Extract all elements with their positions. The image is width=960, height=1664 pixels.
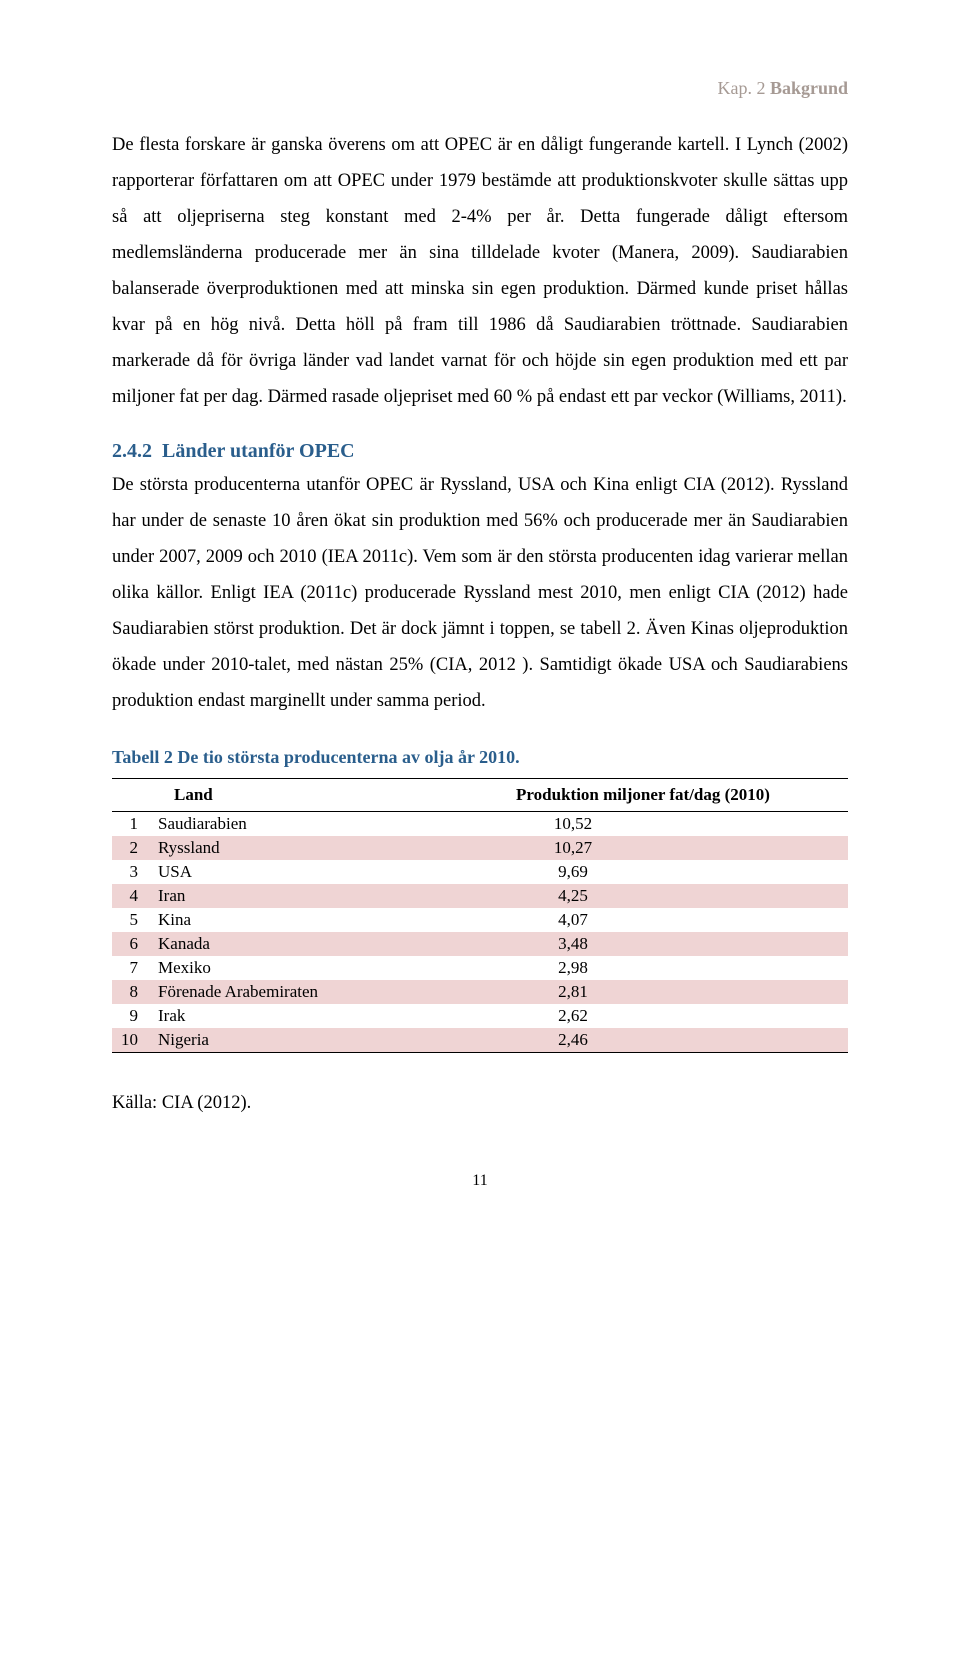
cell-value: 2,46 bbox=[448, 1028, 848, 1053]
col-land: Land bbox=[148, 778, 448, 811]
cell-rank: 1 bbox=[112, 811, 148, 836]
table-row: 7 Mexiko 2,98 bbox=[112, 956, 848, 980]
body-paragraph-2: De största producenterna utanför OPEC är… bbox=[112, 467, 848, 719]
chapter-title: Bakgrund bbox=[770, 78, 848, 98]
chapter-header: Kap. 2 Bakgrund bbox=[112, 78, 848, 99]
table-row: 3 USA 9,69 bbox=[112, 860, 848, 884]
cell-country: Kanada bbox=[148, 932, 448, 956]
cell-country: Irak bbox=[148, 1004, 448, 1028]
table-row: 10 Nigeria 2,46 bbox=[112, 1028, 848, 1053]
col-production: Produktion miljoner fat/dag (2010) bbox=[448, 778, 848, 811]
cell-value: 10,27 bbox=[448, 836, 848, 860]
section-number: 2.4.2 bbox=[112, 440, 152, 462]
cell-value: 9,69 bbox=[448, 860, 848, 884]
cell-country: Iran bbox=[148, 884, 448, 908]
table-row: 5 Kina 4,07 bbox=[112, 908, 848, 932]
table-body: 1 Saudiarabien 10,52 2 Ryssland 10,27 3 … bbox=[112, 811, 848, 1052]
cell-value: 2,62 bbox=[448, 1004, 848, 1028]
chapter-prefix: Kap. 2 bbox=[717, 78, 770, 98]
cell-country: Ryssland bbox=[148, 836, 448, 860]
cell-country: Förenade Arabemiraten bbox=[148, 980, 448, 1004]
cell-rank: 7 bbox=[112, 956, 148, 980]
col-blank bbox=[112, 778, 148, 811]
cell-rank: 10 bbox=[112, 1028, 148, 1053]
cell-country: Mexiko bbox=[148, 956, 448, 980]
table-row: 6 Kanada 3,48 bbox=[112, 932, 848, 956]
cell-rank: 9 bbox=[112, 1004, 148, 1028]
table-caption: Tabell 2 De tio största producenterna av… bbox=[112, 747, 848, 768]
cell-country: Kina bbox=[148, 908, 448, 932]
cell-country: USA bbox=[148, 860, 448, 884]
producers-table: Land Produktion miljoner fat/dag (2010) … bbox=[112, 778, 848, 1053]
table-row: 2 Ryssland 10,27 bbox=[112, 836, 848, 860]
table-row: 4 Iran 4,25 bbox=[112, 884, 848, 908]
cell-rank: 6 bbox=[112, 932, 148, 956]
page-number: 11 bbox=[112, 1172, 848, 1190]
table-row: 9 Irak 2,62 bbox=[112, 1004, 848, 1028]
cell-rank: 4 bbox=[112, 884, 148, 908]
cell-rank: 5 bbox=[112, 908, 148, 932]
cell-rank: 3 bbox=[112, 860, 148, 884]
section-heading: 2.4.2 Länder utanför OPEC bbox=[112, 440, 848, 463]
table-row: 1 Saudiarabien 10,52 bbox=[112, 811, 848, 836]
cell-value: 2,81 bbox=[448, 980, 848, 1004]
body-paragraph-1: De flesta forskare är ganska överens om … bbox=[112, 127, 848, 416]
cell-value: 10,52 bbox=[448, 811, 848, 836]
cell-value: 2,98 bbox=[448, 956, 848, 980]
cell-country: Saudiarabien bbox=[148, 811, 448, 836]
table-source: Källa: CIA (2012). bbox=[112, 1093, 848, 1114]
cell-value: 4,07 bbox=[448, 908, 848, 932]
cell-country: Nigeria bbox=[148, 1028, 448, 1053]
table-header-row: Land Produktion miljoner fat/dag (2010) bbox=[112, 778, 848, 811]
cell-rank: 8 bbox=[112, 980, 148, 1004]
cell-rank: 2 bbox=[112, 836, 148, 860]
section-title: Länder utanför OPEC bbox=[162, 440, 355, 462]
table-row: 8 Förenade Arabemiraten 2,81 bbox=[112, 980, 848, 1004]
cell-value: 4,25 bbox=[448, 884, 848, 908]
cell-value: 3,48 bbox=[448, 932, 848, 956]
